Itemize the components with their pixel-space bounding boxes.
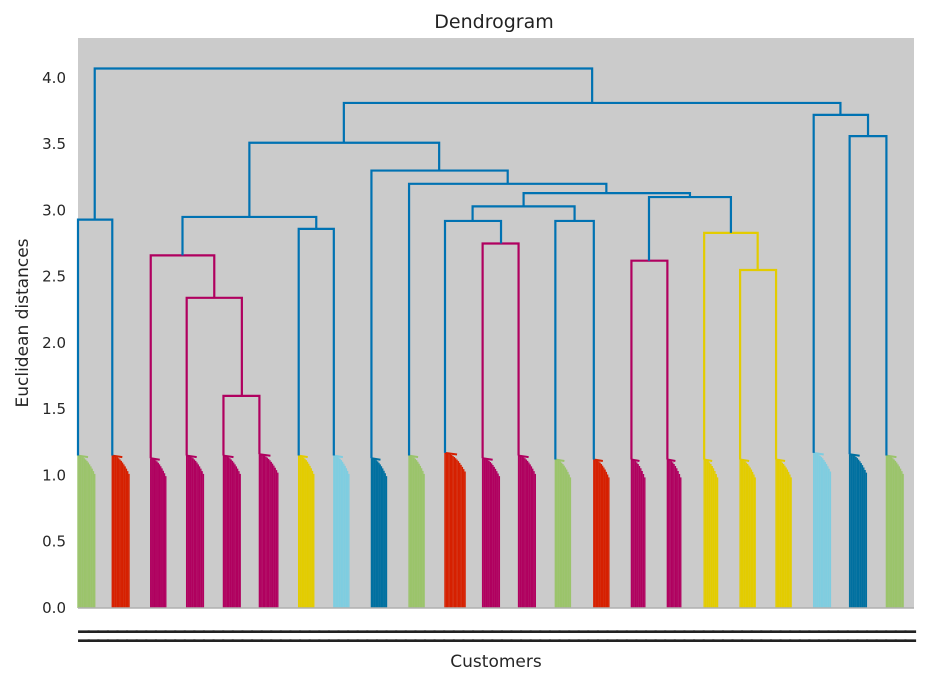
leaf-cluster (775, 458, 792, 608)
leaf-top (703, 458, 713, 463)
leaf-top (77, 454, 89, 459)
leaf-cluster (222, 454, 241, 608)
y-tick-label: 2.0 (42, 334, 66, 352)
leaf-cluster (77, 454, 96, 608)
x-axis-label: Customers (450, 652, 542, 672)
leaf-top (667, 458, 676, 463)
leaf-top (739, 458, 750, 463)
leaf-top (408, 454, 419, 459)
leaf-cluster (258, 453, 279, 608)
leaf-cluster (150, 457, 167, 608)
leaf-cluster (333, 454, 350, 608)
leaf-cluster (812, 451, 832, 608)
leaf-top (775, 458, 786, 463)
y-tick-label: 2.5 (42, 268, 66, 286)
leaf-cluster (185, 454, 205, 608)
leaf-top (186, 454, 197, 459)
leaf-top (371, 457, 381, 461)
y-tick-label: 3.0 (42, 201, 66, 219)
svg-text:▬▬▬▬▬▬▬▬▬▬▬▬▬▬▬▬▬▬▬▬▬▬▬▬▬▬▬▬▬▬: ▬▬▬▬▬▬▬▬▬▬▬▬▬▬▬▬▬▬▬▬▬▬▬▬▬▬▬▬▬▬▬▬▬▬▬▬▬▬▬▬… (78, 636, 917, 646)
leaf-top (555, 458, 565, 463)
leaf-cluster (111, 454, 130, 608)
leaf-top (259, 453, 271, 457)
leaf-top (518, 454, 529, 459)
y-tick-label: 3.5 (42, 135, 66, 153)
leaf-top (112, 454, 123, 459)
y-tick-label: 0.5 (42, 533, 66, 551)
leaf-labels: ▬▬▬▬▬▬▬▬▬▬▬▬▬▬▬▬▬▬▬▬▬▬▬▬▬▬▬▬▬▬▬▬▬▬▬▬▬▬▬▬… (78, 627, 918, 646)
leaf-cluster (481, 457, 501, 608)
merge-link-group (76, 67, 888, 460)
leaf-cluster (885, 454, 904, 608)
leaf-cluster (848, 453, 868, 608)
leaf-top (298, 454, 308, 459)
y-axis-label: Euclidean distances (13, 238, 33, 407)
leaf-cluster (298, 454, 315, 608)
y-tick-label: 1.5 (42, 400, 66, 418)
leaf-top (593, 458, 604, 463)
leaf-cluster (408, 454, 425, 608)
leaf-cluster (630, 458, 646, 608)
merge-link (93, 67, 594, 220)
chart-title: Dendrogram (434, 11, 553, 33)
leaf-top (631, 458, 640, 463)
leaf-top (150, 457, 160, 461)
leaf-cluster (444, 451, 466, 608)
leaf-cluster (554, 458, 572, 608)
svg-text:▬▬▬▬▬▬▬▬▬▬▬▬▬▬▬▬▬▬▬▬▬▬▬▬▬▬▬▬▬▬: ▬▬▬▬▬▬▬▬▬▬▬▬▬▬▬▬▬▬▬▬▬▬▬▬▬▬▬▬▬▬▬▬▬▬▬▬▬▬▬▬… (78, 627, 917, 637)
leaf-cluster (739, 458, 756, 608)
leaf-cluster (666, 458, 682, 608)
leaf-top (886, 454, 897, 459)
y-tick-label: 4.0 (42, 69, 66, 87)
y-tick-label: 0.0 (42, 599, 66, 617)
leaf-top (444, 451, 458, 456)
y-tick-group: 0.0 0.5 1.0 1.5 2.0 2.5 3.0 3.5 4.0 (42, 69, 66, 617)
leaf-cluster (593, 458, 610, 608)
leaf-cluster (517, 454, 536, 608)
leaf-top (849, 453, 860, 457)
leaf-top (333, 454, 344, 459)
y-tick-label: 1.0 (42, 466, 66, 484)
leaf-top (223, 454, 234, 459)
leaf-top (482, 457, 493, 461)
leaf-cluster (370, 457, 388, 608)
leaf-cluster-group (77, 451, 904, 608)
leaf-top (813, 451, 824, 456)
leaf-cluster (703, 458, 719, 608)
